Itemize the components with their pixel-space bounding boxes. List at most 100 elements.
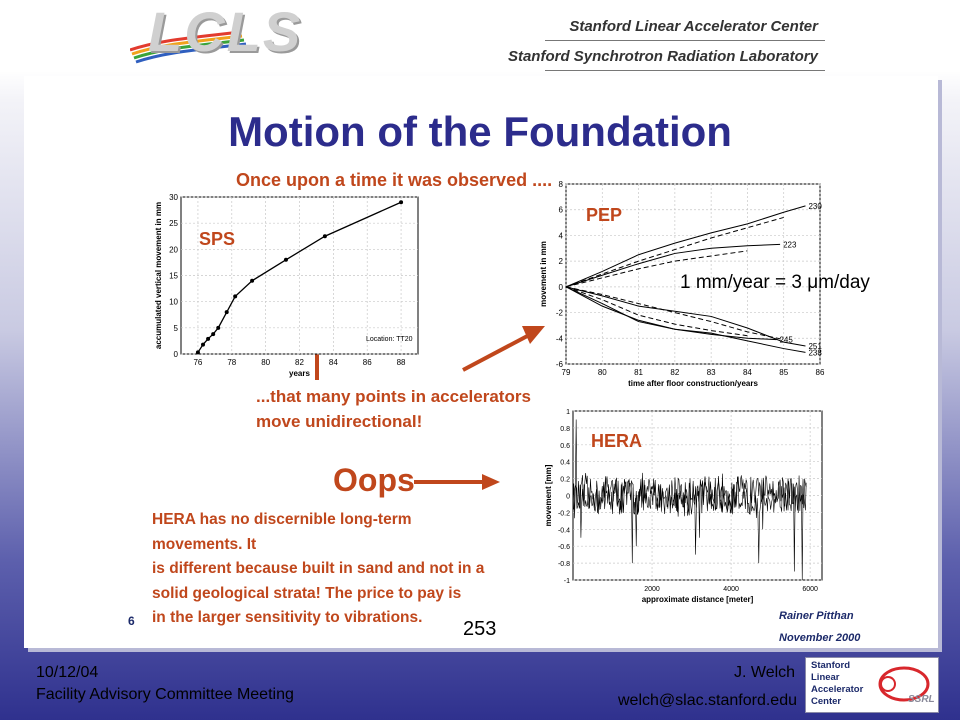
chart-title: PEP bbox=[586, 205, 622, 225]
series-label: 245 bbox=[779, 336, 793, 345]
y-tick-label: 0.6 bbox=[560, 443, 570, 450]
org-divider bbox=[545, 70, 825, 71]
conversion-note: 1 mm/year = 3 μm/day bbox=[680, 272, 870, 293]
series-label: 238 bbox=[808, 348, 822, 357]
y-axis-label: movement [mm] bbox=[544, 464, 553, 526]
x-axis-label: time after floor construction/years bbox=[628, 379, 758, 388]
page-marker: 6 bbox=[128, 614, 135, 628]
y-tick-label: 0 bbox=[559, 283, 564, 292]
y-tick-label: 0.2 bbox=[560, 477, 570, 484]
chart-title: HERA bbox=[591, 431, 642, 451]
y-tick-label: -1 bbox=[564, 578, 570, 585]
data-point bbox=[224, 310, 229, 315]
data-point bbox=[216, 325, 221, 330]
x-tick-label: 79 bbox=[562, 368, 571, 377]
x-tick-label: 76 bbox=[193, 358, 202, 367]
ssrl-logo-text: SSRL bbox=[908, 694, 935, 705]
slac-ssrl-logo: Stanford Linear Accelerator Center SSRL bbox=[805, 657, 939, 713]
y-axis-label: movement in mm bbox=[539, 241, 548, 307]
series-line bbox=[565, 286, 806, 353]
unidirectional-note-line-1: ...that many points in accelerators bbox=[256, 387, 531, 406]
y-tick-label: 20 bbox=[169, 245, 178, 254]
y-tick-label: 0 bbox=[566, 494, 570, 501]
data-point bbox=[283, 257, 288, 262]
header-bar: LCLS Stanford Linear Accelerator Center … bbox=[0, 0, 960, 72]
org-name-ssrl: Stanford Synchrotron Radiation Laborator… bbox=[507, 48, 818, 65]
y-axis-label: accumulated vertical movement in mm bbox=[154, 202, 163, 349]
x-tick-label: 83 bbox=[707, 368, 716, 377]
series-label: 230 bbox=[808, 202, 822, 211]
x-tick-label: 85 bbox=[779, 368, 788, 377]
data-point bbox=[250, 278, 255, 283]
y-tick-label: 10 bbox=[169, 298, 178, 307]
x-tick-label: 2000 bbox=[644, 586, 660, 593]
footer-email[interactable]: welch@slac.stanford.edu bbox=[618, 692, 797, 709]
series-line bbox=[565, 243, 781, 288]
y-tick-label: 0.8 bbox=[560, 426, 570, 433]
hera-note-line-1: HERA has no discernible long-term moveme… bbox=[152, 511, 412, 553]
ssrl-ring-icon bbox=[878, 666, 930, 702]
series-line bbox=[565, 286, 784, 341]
y-tick-label: 0 bbox=[174, 350, 179, 359]
series-line bbox=[565, 286, 748, 337]
series-line bbox=[565, 250, 748, 288]
x-tick-label: 80 bbox=[598, 368, 607, 377]
series-line bbox=[565, 205, 806, 288]
slac-logo-line: Center bbox=[811, 696, 842, 707]
y-tick-label: 5 bbox=[174, 324, 179, 333]
lcls-swoosh-icon bbox=[130, 30, 247, 64]
x-axis-label: years bbox=[289, 369, 310, 378]
footer-meeting: Facility Advisory Committee Meeting bbox=[36, 686, 294, 703]
y-tick-label: -0.6 bbox=[558, 544, 570, 551]
data-point bbox=[399, 200, 404, 205]
data-point bbox=[201, 342, 206, 347]
slide-number: 253 bbox=[463, 618, 497, 640]
hera-note-line-3: solid geological strata! The price to pa… bbox=[152, 584, 462, 602]
slac-logo-line: Linear bbox=[811, 672, 840, 683]
data-point bbox=[206, 336, 211, 341]
data-point bbox=[322, 234, 327, 239]
x-axis-label: approximate distance [meter] bbox=[642, 595, 754, 604]
x-tick-label: 84 bbox=[329, 358, 338, 367]
y-tick-label: -2 bbox=[556, 309, 564, 318]
series-label: 223 bbox=[783, 240, 797, 249]
slac-logo-line: Accelerator bbox=[811, 684, 864, 695]
chart-title: SPS bbox=[199, 229, 235, 249]
slide-title: Motion of the Foundation bbox=[228, 108, 732, 155]
y-tick-label: 4 bbox=[559, 231, 564, 240]
location-annotation: Location: TT20 bbox=[366, 336, 413, 343]
x-tick-label: 80 bbox=[261, 358, 270, 367]
x-tick-label: 6000 bbox=[802, 586, 818, 593]
slac-logo-text: Stanford Linear Accelerator Center bbox=[811, 660, 863, 708]
hera-note-line-2: is different because built in sand and n… bbox=[152, 560, 485, 577]
x-tick-label: 4000 bbox=[723, 586, 739, 593]
footer-presenter: J. Welch bbox=[734, 664, 796, 681]
y-tick-label: -0.2 bbox=[558, 510, 570, 517]
y-tick-label: 1 bbox=[566, 409, 570, 416]
org-name-slac: Stanford Linear Accelerator Center bbox=[569, 18, 818, 35]
x-tick-label: 82 bbox=[670, 368, 679, 377]
data-point bbox=[211, 332, 216, 337]
y-tick-label: 15 bbox=[169, 272, 178, 281]
data-trace bbox=[572, 476, 807, 581]
y-tick-label: 30 bbox=[169, 193, 178, 202]
y-tick-label: -6 bbox=[556, 360, 564, 369]
oops-label: Oops bbox=[333, 462, 415, 498]
series-label: 251 bbox=[808, 342, 822, 351]
hera-note: HERA has no discernible long-term moveme… bbox=[152, 508, 492, 631]
observation-note: Once upon a time it was observed .... bbox=[236, 170, 553, 190]
hera-note-line-4: in the larger sensitivity to vibrations. bbox=[152, 609, 423, 626]
lcls-logo: LCLS bbox=[148, 0, 303, 63]
series-line bbox=[565, 216, 784, 288]
credit-date: November 2000 bbox=[779, 632, 861, 644]
x-tick-label: 88 bbox=[397, 358, 406, 367]
footer-date: 10/12/04 bbox=[36, 664, 99, 681]
series-line bbox=[565, 286, 806, 347]
y-tick-label: 8 bbox=[559, 180, 564, 189]
x-tick-label: 84 bbox=[743, 368, 752, 377]
x-tick-label: 78 bbox=[227, 358, 236, 367]
x-tick-label: 81 bbox=[634, 368, 643, 377]
